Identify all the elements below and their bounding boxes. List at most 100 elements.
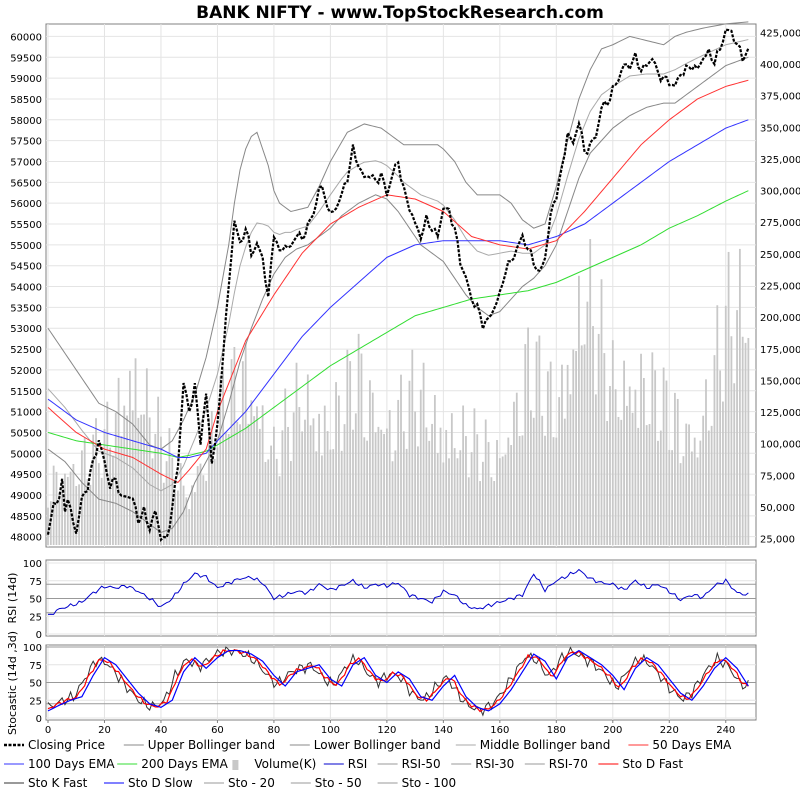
volume-bar	[484, 419, 487, 545]
volume-bar	[561, 364, 563, 545]
legend-item: Sto D Slow	[104, 776, 193, 790]
volume-bar	[140, 414, 143, 545]
legend-label: RSI	[348, 757, 368, 771]
x-tick-label: 120	[377, 725, 396, 736]
volume-tick-label: 125,000	[760, 408, 800, 419]
volume-bar	[453, 448, 456, 545]
sto-d-slow-line	[47, 649, 749, 712]
volume-bar	[340, 450, 343, 545]
legend-item: Closing Price	[4, 738, 105, 752]
legend-label: 200 Days EMA	[141, 757, 228, 771]
volume-bar	[530, 410, 532, 545]
price-tick-label: 56000	[10, 199, 42, 210]
volume-bar	[603, 353, 606, 545]
volume-bar	[131, 410, 134, 545]
volume-bar	[61, 490, 64, 545]
volume-bar	[120, 435, 123, 545]
volume-bar	[97, 463, 100, 545]
legend-item: RSI-30	[451, 757, 514, 771]
volume-bar	[216, 447, 219, 545]
volume-bar	[713, 355, 716, 545]
volume-bar	[371, 392, 374, 545]
volume-bar	[369, 380, 371, 545]
volume-bar	[400, 374, 402, 545]
volume-bar	[467, 477, 470, 545]
volume-bar	[236, 421, 239, 545]
volume-bar	[281, 430, 284, 545]
volume-bar	[527, 327, 529, 545]
volume-bar	[433, 395, 436, 545]
volume-bar	[693, 437, 696, 545]
volume-bar	[733, 383, 736, 545]
volume-bar	[256, 406, 258, 545]
legend-item: Sto K Fast	[4, 776, 88, 790]
price-tick-label: 52000	[10, 366, 42, 377]
volume-bar	[623, 360, 625, 545]
volume-bar	[360, 353, 363, 545]
volume-bar	[688, 424, 690, 545]
volume-bar	[504, 454, 507, 545]
sto-d-fast-line	[47, 649, 749, 713]
volume-tick-label: 250,000	[760, 250, 800, 261]
volume-bar	[606, 420, 609, 545]
volume-bar	[428, 440, 431, 545]
legend-item: RSI	[323, 757, 368, 771]
stochastic-lines	[46, 646, 756, 717]
rsi-axis-label: RSI (14d)	[6, 573, 19, 624]
volume-tick-label: 425,000	[760, 28, 800, 39]
volume-bar	[69, 471, 72, 545]
price-tick-label: 54500	[10, 262, 42, 273]
volume-bar	[321, 455, 323, 545]
volume-bar	[566, 364, 569, 545]
volume-bar	[532, 417, 535, 545]
legend-item: Sto - 20	[204, 776, 275, 790]
volume-bar	[645, 425, 648, 545]
upper-bollinger-line	[47, 21, 749, 450]
volume-bar	[496, 440, 498, 545]
volume-bar	[275, 458, 278, 545]
volume-bar	[592, 326, 594, 545]
volume-bar	[346, 349, 349, 545]
volume-bar	[117, 377, 120, 545]
volume-bar	[405, 448, 408, 545]
volume-bar	[177, 490, 179, 545]
volume-bar	[55, 471, 58, 545]
volume-tick-label: 175,000	[760, 345, 800, 356]
volume-bar	[47, 507, 49, 545]
legend-item: RSI-50	[377, 757, 441, 771]
volume-bar	[597, 333, 600, 545]
legend-item: 200 Days EMA	[117, 757, 229, 771]
volume-bar	[476, 434, 479, 545]
legend-label: Sto K Fast	[28, 776, 88, 790]
legend-label: RSI-30	[475, 757, 514, 771]
volume-bar	[487, 442, 490, 545]
volume-bar	[239, 424, 241, 545]
volume-tick-label: 275,000	[760, 218, 800, 229]
legend-item: Lower Bollinger band	[289, 738, 441, 752]
price-tick-label: 59000	[10, 74, 42, 85]
x-tick-label: 200	[603, 725, 622, 736]
price-tick-label: 58000	[10, 116, 42, 127]
volume-bar	[642, 377, 645, 545]
x-tick-label: 140	[434, 725, 453, 736]
legend-item: Sto D Fast	[598, 757, 683, 771]
price-tick-label: 49000	[10, 491, 42, 502]
stochastic-tick-label: 50	[29, 679, 42, 690]
volume-bar	[507, 437, 510, 545]
volume-bar	[284, 388, 287, 545]
price-tick-label: 51000	[10, 408, 42, 419]
volume-bar	[580, 345, 583, 545]
volume-bar	[578, 275, 580, 545]
volume-tick-label: 150,000	[760, 376, 800, 387]
volume-bar	[425, 427, 428, 545]
volume-bar	[191, 485, 193, 545]
volume-bar	[196, 466, 199, 545]
volume-bar	[95, 418, 97, 545]
volume-bar	[481, 461, 484, 545]
stochastic-tick-label: 25	[29, 696, 42, 707]
legend-item: 100 Days EMA	[4, 757, 115, 771]
volume-tick-label: 75,000	[760, 471, 795, 482]
volume-bar	[546, 371, 549, 545]
volume-bar	[498, 458, 501, 545]
price-tick-label: 54000	[10, 283, 42, 294]
